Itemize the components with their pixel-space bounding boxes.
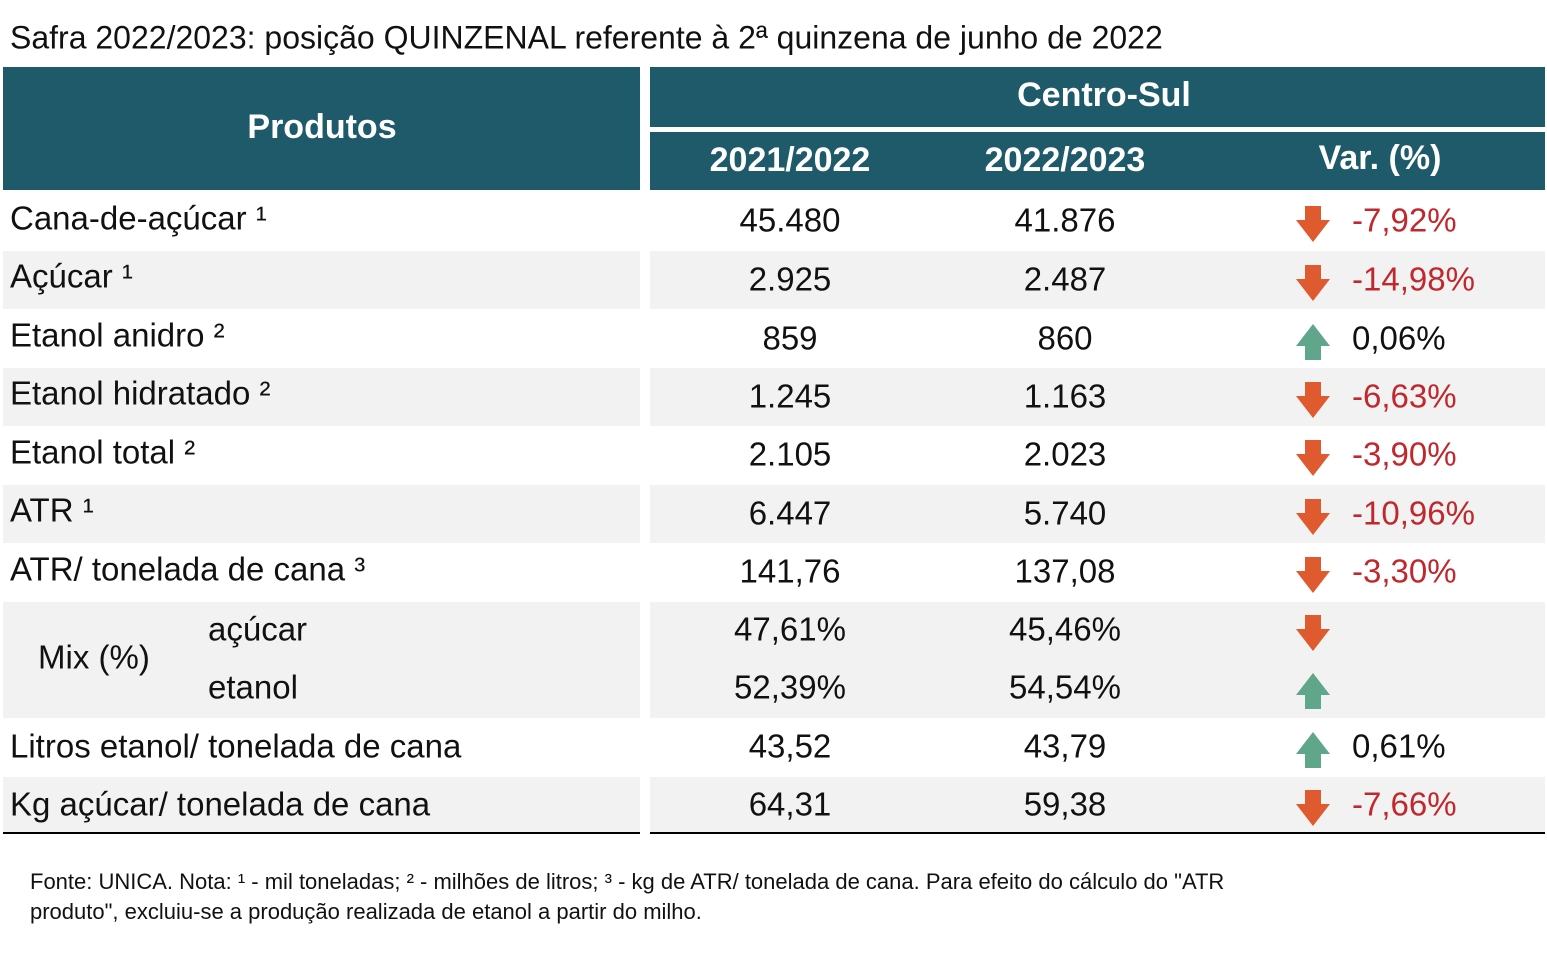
header-label: Centro-Sul (1017, 76, 1191, 114)
variation: -3,90% (1352, 436, 1457, 473)
variation: -10,96% (1352, 495, 1475, 532)
cell: 41.876 (1015, 202, 1116, 239)
arrow-down (1296, 206, 1330, 242)
cell: 43,52 (749, 728, 832, 765)
row-label: ATR ¹ (10, 492, 94, 529)
cell: 141,76 (740, 553, 841, 590)
header-label: Produtos (247, 108, 396, 146)
row-label: Etanol hidratado ² (10, 375, 271, 412)
cell: 2.487 (1024, 261, 1107, 298)
cell: 43,79 (1024, 728, 1107, 765)
header-cell (3, 67, 640, 190)
header-cell (650, 67, 1545, 127)
cell: 2.023 (1024, 436, 1107, 473)
arrow-up (1296, 324, 1330, 360)
cell: 47,61% (734, 611, 846, 648)
header: Produtos Centro-Sul 2021/2022 2022/2023 … (3, 67, 1545, 190)
row-bg (650, 251, 1545, 309)
cell: 1.245 (749, 378, 832, 415)
variation: -14,98% (1352, 261, 1475, 298)
variation: -3,30% (1352, 553, 1457, 590)
cell: 45.480 (740, 202, 841, 239)
row-bg (3, 251, 640, 309)
variation: -6,63% (1352, 378, 1457, 415)
variation: 0,61% (1352, 728, 1446, 765)
cell: 2.925 (749, 261, 832, 298)
variation: 0,06% (1352, 320, 1446, 357)
cell: 5.740 (1024, 495, 1107, 532)
header-cell (650, 132, 1545, 190)
row-bg (650, 485, 1545, 543)
variation: -7,66% (1352, 786, 1457, 823)
header-label: 2022/2023 (985, 141, 1146, 179)
row-label: Etanol anidro ² (10, 317, 225, 354)
row-bg (3, 602, 640, 718)
row-bg (650, 602, 1545, 718)
row-bg (650, 368, 1545, 426)
row-backgrounds (3, 251, 1545, 832)
row-label: Mix (%) (38, 639, 150, 676)
cell: 64,31 (749, 786, 832, 823)
cell: 54,54% (1009, 669, 1121, 706)
variation: -7,92% (1352, 202, 1457, 239)
title: Safra 2022/2023: posição QUINZENAL refer… (10, 19, 1163, 55)
footnote: produto", excluiu-se a produção realizad… (30, 899, 702, 924)
row-label: ATR/ tonelada de cana ³ (10, 551, 365, 588)
arrow-up (1296, 732, 1330, 768)
header-label: Var. (%) (1319, 139, 1442, 177)
row-bg (3, 368, 640, 426)
cell: 52,39% (734, 669, 846, 706)
row-label: Cana-de-açúcar ¹ (10, 200, 267, 237)
row-label: Litros etanol/ tonelada de cana (10, 728, 462, 765)
cell: 45,46% (1009, 611, 1121, 648)
cell: 1.163 (1024, 378, 1107, 415)
row-bg (650, 777, 1545, 832)
row-label: Kg açúcar/ tonelada de cana (10, 786, 431, 823)
arrow-down (1296, 440, 1330, 476)
cell: 137,08 (1015, 553, 1116, 590)
row-sublabel: açúcar (208, 611, 307, 648)
cell: 860 (1037, 320, 1092, 357)
row-bg (3, 485, 640, 543)
row-label: Etanol total ² (10, 434, 195, 471)
row-sublabel: etanol (208, 669, 298, 706)
row-label: Açúcar ¹ (10, 258, 133, 295)
cell: 2.105 (749, 436, 832, 473)
cell: 59,38 (1024, 786, 1107, 823)
cell: 859 (762, 320, 817, 357)
footnote: Fonte: UNICA. Nota: ¹ - mil toneladas; ²… (30, 869, 1224, 894)
header-label: 2021/2022 (710, 141, 871, 179)
row-bg (3, 777, 640, 832)
rows: Cana-de-açúcar ¹ 45.480 41.876 -7,92% Aç… (10, 200, 1475, 826)
cell: 6.447 (749, 495, 832, 532)
arrow-down (1296, 557, 1330, 593)
